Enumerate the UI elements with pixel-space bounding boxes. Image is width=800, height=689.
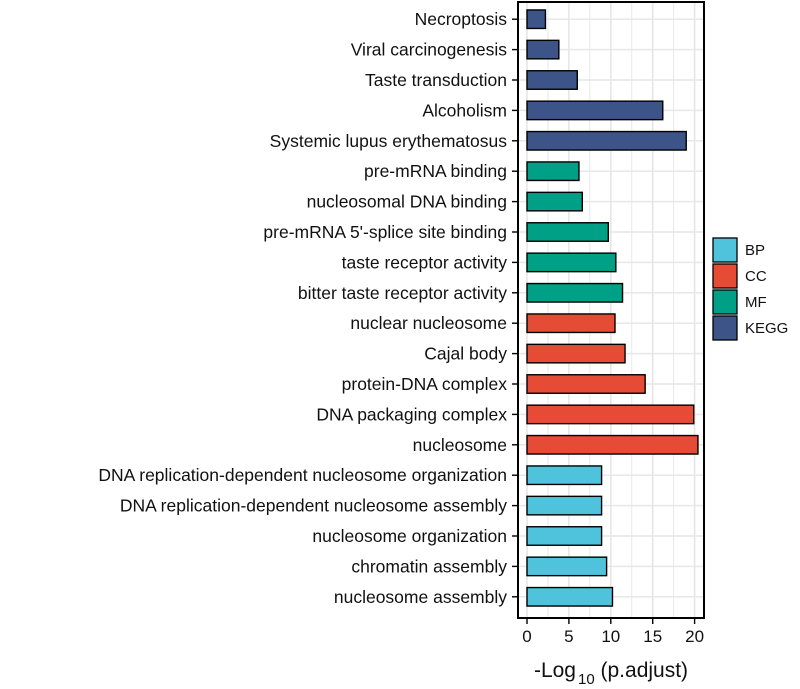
bar xyxy=(526,9,547,30)
category-labels: Necroptosis Viral carcinogenesis Taste tra… xyxy=(98,9,518,607)
bars xyxy=(526,9,699,607)
bar xyxy=(526,404,695,425)
bar xyxy=(526,100,664,121)
bar xyxy=(526,161,580,182)
bar xyxy=(526,130,687,151)
legend-label: BP xyxy=(745,242,765,259)
category-label: Necroptosis xyxy=(415,9,508,29)
category-label: nucleosomal DNA binding xyxy=(307,192,507,212)
bar xyxy=(526,70,578,90)
category-label: nucleosome xyxy=(413,435,507,455)
category-label: taste receptor activity xyxy=(342,252,508,272)
legend-key xyxy=(712,263,738,289)
category-label: Cajal body xyxy=(424,344,507,364)
bar xyxy=(526,586,614,607)
x-tick-label: 20 xyxy=(685,627,704,646)
bar xyxy=(526,374,646,394)
category-label: nuclear nucleosome xyxy=(350,313,507,333)
legend-label: KEGG xyxy=(745,320,788,337)
x-tick-label: 5 xyxy=(564,627,573,646)
category-label: DNA replication-dependent nucleosome org… xyxy=(98,465,507,485)
bar xyxy=(526,434,699,455)
x-axis-ticks: 0 5 10 15 20 xyxy=(522,618,704,646)
category-label: DNA packaging complex xyxy=(316,404,507,424)
bar xyxy=(526,495,603,516)
x-tick-label: 10 xyxy=(601,627,620,646)
x-tick-label: 15 xyxy=(643,627,662,646)
category-label: nucleosome assembly xyxy=(334,587,507,607)
category-label: chromatin assembly xyxy=(351,556,507,576)
legend-key xyxy=(712,289,738,315)
legend-key xyxy=(712,315,738,341)
x-axis-title: -Log 10 (p.adjust) xyxy=(534,659,688,688)
category-label: nucleosome organization xyxy=(312,526,507,546)
legend: BP CC MF KEGG xyxy=(712,237,788,341)
bar xyxy=(526,313,616,334)
category-label: Viral carcinogenesis xyxy=(351,40,508,60)
bar xyxy=(526,222,609,242)
bar xyxy=(526,39,560,60)
category-label: Alcoholism xyxy=(422,100,507,120)
legend-label: MF xyxy=(745,294,767,311)
bar xyxy=(526,343,626,364)
category-label: bitter taste receptor activity xyxy=(298,283,507,303)
x-tick-label: 0 xyxy=(522,627,531,646)
bar xyxy=(526,282,624,303)
category-label: DNA replication-dependent nucleosome ass… xyxy=(120,496,507,516)
bar xyxy=(526,191,584,212)
bar xyxy=(526,465,603,486)
category-label: pre-mRNA binding xyxy=(364,161,507,181)
bar xyxy=(526,526,603,546)
bar xyxy=(526,556,608,577)
category-label: Taste transduction xyxy=(365,70,507,90)
category-label: protein-DNA complex xyxy=(342,374,508,394)
legend-key xyxy=(712,237,738,263)
category-label: Systemic lupus erythematosus xyxy=(270,131,508,151)
legend-label: CC xyxy=(745,268,767,285)
bar xyxy=(526,252,617,273)
category-label: pre-mRNA 5'-splice site binding xyxy=(263,222,507,242)
